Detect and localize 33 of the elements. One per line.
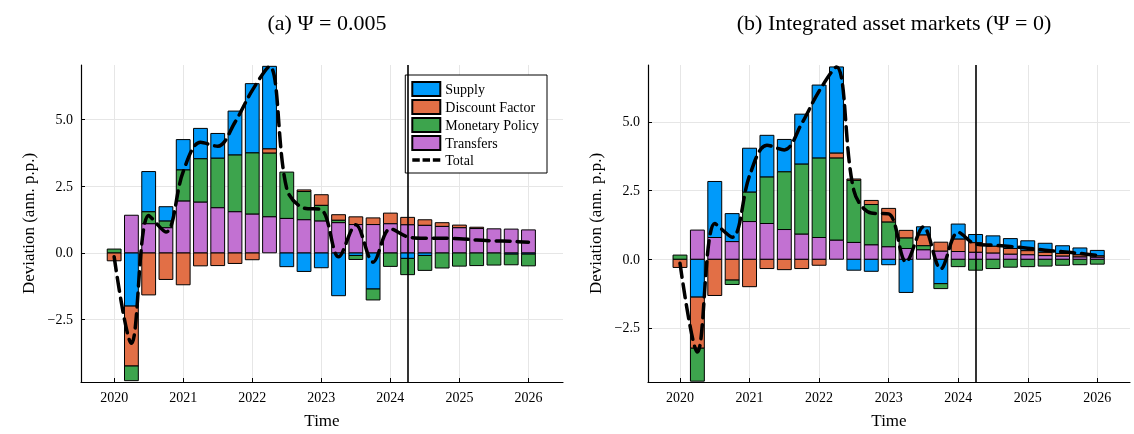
y-axis-title: Deviation (ann. p.p.) (585, 152, 605, 295)
y-tick-label: −2.5 (47, 311, 73, 327)
x-tick-label: 2020 (100, 389, 129, 405)
x-tick-label: 2023 (874, 389, 903, 405)
chart-title: (a) Ψ = 0.005 (267, 9, 387, 35)
x-tick-label: 2025 (1013, 389, 1042, 405)
x-axis-title: Time (871, 411, 907, 430)
x-tick-label: 2022 (238, 389, 267, 405)
x-tick-label: 2020 (665, 389, 694, 405)
y-tick-label: −2.5 (614, 320, 640, 336)
y-tick-label: 0.0 (55, 245, 73, 261)
x-tick-label: 2026 (1083, 389, 1112, 405)
y-tick-label: 2.5 (622, 183, 640, 199)
x-tick-label: 2021 (735, 389, 764, 405)
legend-label: Monetary Policy (445, 117, 540, 133)
y-tick-label: 2.5 (55, 178, 73, 194)
legend-label: Discount Factor (445, 99, 536, 115)
y-axis-title: Deviation (ann. p.p.) (18, 152, 38, 295)
y-tick-label: 5.0 (55, 112, 73, 128)
legend-label: Transfers (445, 135, 498, 151)
chart-title: (b) Integrated asset markets (Ψ = 0) (736, 9, 1052, 35)
y-tick-label: 0.0 (622, 251, 640, 267)
x-axis-title: Time (304, 411, 340, 430)
x-tick-label: 2022 (805, 389, 834, 405)
legend-label: Total (445, 152, 474, 168)
x-tick-label: 2023 (307, 389, 336, 405)
y-tick-label: 5.0 (622, 114, 640, 130)
legend-label: Supply (445, 81, 485, 97)
x-tick-label: 2025 (445, 389, 474, 405)
x-tick-label: 2026 (514, 389, 543, 405)
x-tick-label: 2024 (944, 389, 973, 405)
x-tick-label: 2024 (376, 389, 405, 405)
x-tick-label: 2021 (169, 389, 198, 405)
